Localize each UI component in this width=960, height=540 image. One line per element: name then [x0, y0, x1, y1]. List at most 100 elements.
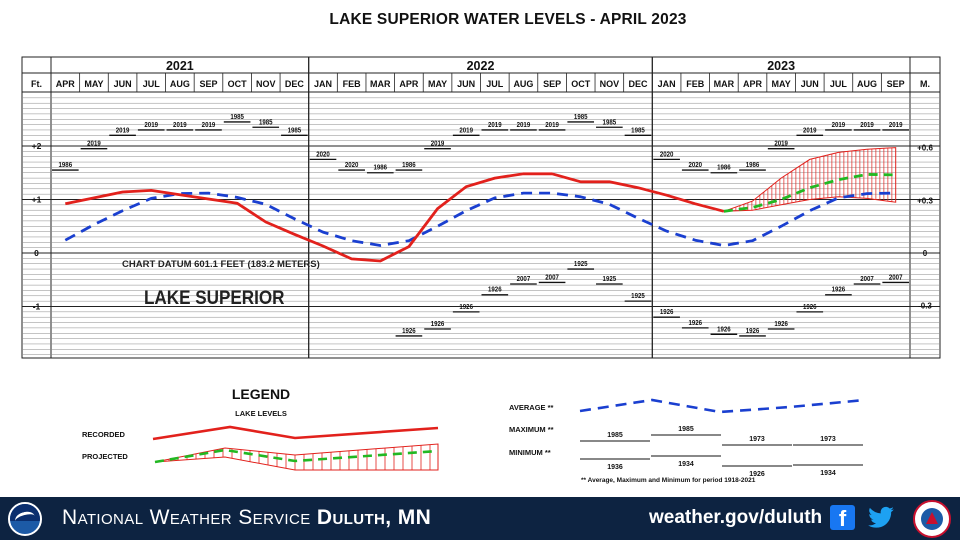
org-name: National Weather Service	[62, 506, 311, 529]
month-label: JUN	[801, 79, 819, 89]
month-label: DEC	[285, 79, 305, 89]
month-label: JUN	[114, 79, 132, 89]
max-record-year: 2019	[517, 122, 531, 130]
month-label: JUN	[457, 79, 475, 89]
min-record-year: 1926	[803, 303, 817, 311]
average-level-line	[64, 191, 896, 247]
min-record-year: 1926	[774, 321, 788, 329]
max-record-year: 1986	[717, 164, 731, 172]
max-record-year: 1985	[230, 114, 244, 122]
max-record-year: 2019	[832, 122, 846, 130]
min-record-year: 2007	[545, 274, 559, 282]
max-record-year: 2019	[431, 140, 445, 148]
max-record-year: 1985	[574, 114, 588, 122]
legend-footnote: ** Average, Maximum and Minimum for peri…	[581, 477, 756, 484]
min-record-year: 1925	[631, 293, 645, 301]
max-record-year: 1986	[59, 162, 73, 170]
recorded-level-line	[65, 172, 725, 263]
max-record-year: 2019	[459, 127, 473, 135]
max-record-year: 1985	[603, 119, 617, 127]
max-record-year: 2019	[545, 122, 559, 130]
year-header-2021: 2021	[166, 59, 194, 73]
max-record-year: 1985	[288, 127, 302, 135]
legend-projected-label: PROJECTED	[82, 452, 128, 461]
left-tick-label: +2	[32, 141, 42, 151]
right-tick-label: +0.3	[917, 196, 933, 205]
legend-maximum-label: MAXIMUM **	[509, 425, 554, 434]
max-record-year: 2020	[316, 151, 330, 159]
max-record-year: 2019	[116, 127, 130, 135]
min-record-year: 1926	[402, 328, 416, 336]
legend-projected-band	[154, 443, 439, 471]
min-record-year: 1925	[603, 276, 617, 284]
footer-bar: National Weather Service Duluth, MN weat…	[0, 497, 960, 540]
legend-max-year: 1973	[820, 436, 836, 443]
month-label: JUL	[143, 79, 161, 89]
month-label: MAY	[772, 79, 791, 89]
month-label: OCT	[228, 79, 248, 89]
min-record-year: 1926	[488, 286, 502, 294]
month-label: JUL	[486, 79, 504, 89]
legend-max-year: 1985	[678, 426, 694, 433]
max-record-year: 2019	[860, 122, 874, 130]
nws-logo-icon[interactable]	[913, 500, 951, 538]
max-record-year: 1986	[373, 164, 387, 172]
max-record-year: 2019	[889, 122, 903, 130]
max-record-year: 2020	[345, 162, 359, 170]
min-record-year: 1926	[431, 321, 445, 329]
facebook-icon[interactable]: f	[830, 505, 855, 531]
max-record-year: 2019	[173, 122, 187, 130]
month-label: AUG	[170, 79, 190, 89]
min-record-year: 1926	[660, 309, 674, 317]
left-tick-label: -1	[33, 302, 41, 312]
month-label: APR	[743, 79, 763, 89]
left-axis-unit: Ft.	[31, 79, 42, 89]
projected-range-band	[723, 147, 897, 212]
twitter-icon[interactable]	[866, 504, 896, 532]
legend-subtitle: LAKE LEVELS	[235, 409, 287, 418]
min-record-year: 2007	[889, 274, 903, 282]
month-label: NOV	[600, 79, 620, 89]
legend-max-year: 1973	[749, 436, 765, 443]
max-record-year: 2019	[144, 122, 158, 130]
max-record-year: 2019	[774, 140, 788, 148]
chart-datum-note: CHART DATUM 601.1 FEET (183.2 METERS)	[122, 259, 320, 270]
month-label: MAR	[370, 79, 391, 89]
legend-min-year: 1934	[820, 470, 836, 477]
month-label: AUG	[857, 79, 877, 89]
month-label: JUL	[830, 79, 848, 89]
max-record-year: 2019	[87, 140, 101, 148]
max-record-year: 1985	[631, 127, 645, 135]
month-label: MAR	[714, 79, 735, 89]
legend-title: LEGEND	[232, 386, 290, 402]
legend-recorded-line	[152, 425, 439, 441]
chart-title: LAKE SUPERIOR WATER LEVELS - APRIL 2023	[329, 11, 687, 28]
right-tick-label: +0.6	[917, 144, 933, 153]
month-label: SEP	[887, 79, 905, 89]
legend-min-year: 1934	[678, 461, 694, 468]
max-record-year: 1986	[746, 162, 760, 170]
month-label: JAN	[658, 79, 676, 89]
website-link[interactable]: weather.gov/duluth	[649, 507, 823, 528]
legend-max-year: 1985	[607, 432, 623, 439]
lake-name-label: LAKE SUPERIOR	[144, 287, 285, 308]
month-label: FEB	[686, 79, 705, 89]
max-record-year: 2020	[660, 151, 674, 159]
right-tick-label: 0	[923, 249, 928, 258]
min-record-year: 1925	[574, 261, 588, 269]
year-header-2022: 2022	[467, 59, 495, 73]
max-record-year: 1985	[259, 119, 273, 127]
min-record-year: 2007	[860, 276, 874, 284]
month-label: SEP	[199, 79, 217, 89]
legend-average-line	[579, 398, 866, 414]
legend-min-year: 1926	[749, 471, 765, 478]
month-label: DEC	[628, 79, 648, 89]
noaa-logo-icon[interactable]	[8, 502, 42, 536]
max-record-year: 2019	[202, 122, 216, 130]
legend-min-year: 1936	[607, 464, 623, 471]
month-label: NOV	[256, 79, 276, 89]
right-tick-label: -0.3	[918, 302, 932, 311]
month-label: MAY	[428, 79, 447, 89]
month-label: OCT	[571, 79, 591, 89]
chart-frame	[21, 56, 941, 359]
